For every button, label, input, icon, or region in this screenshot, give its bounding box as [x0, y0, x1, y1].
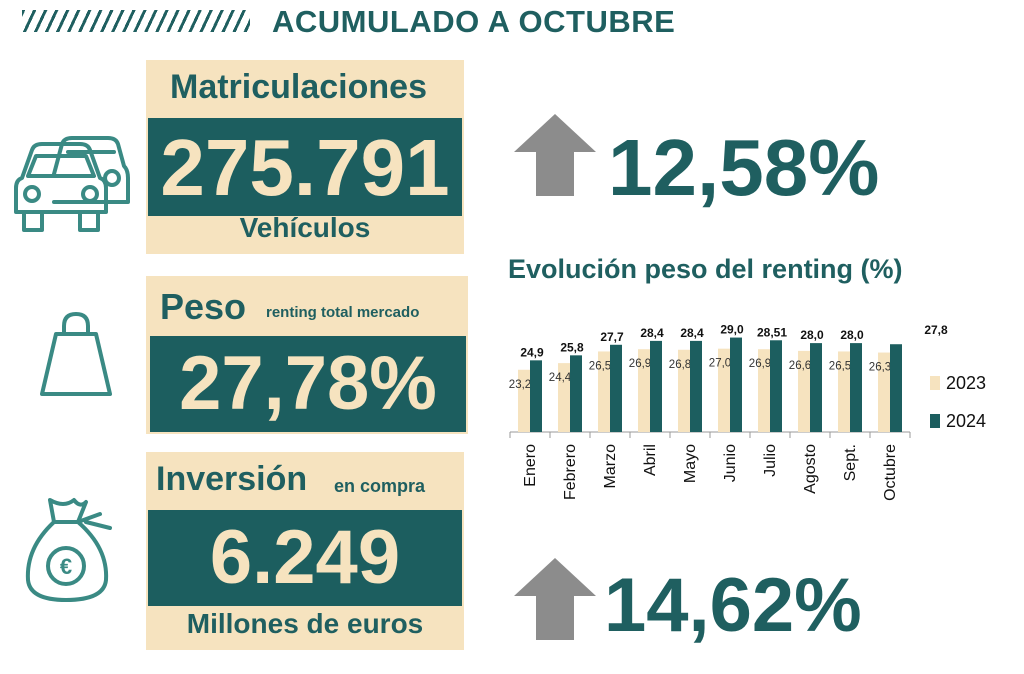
weight-icon — [36, 308, 116, 402]
bar-2024-enero — [530, 360, 542, 432]
renting-bar-chart: 23,2 24,9 Enero 24,4 25,8 Febrero 26,5 27,7 Marz… — [500, 300, 1020, 560]
data-label-2024: 25,8 — [560, 340, 584, 354]
bar-2023-febrero — [558, 363, 570, 432]
legend-swatch-2023 — [930, 376, 940, 390]
data-label-2023: 26,8 — [669, 359, 691, 371]
matriculaciones-value-box — [148, 118, 462, 216]
matriculaciones-unit: Vehículos — [239, 212, 371, 243]
bar-2024-julio — [770, 340, 782, 432]
x-tick-label: Junio — [722, 444, 739, 482]
bar-2024-febrero — [570, 355, 582, 432]
data-label-2023: 26,3 — [869, 362, 891, 374]
bar-2023-enero — [518, 369, 530, 432]
x-tick-label: Agosto — [802, 444, 819, 494]
peso-value-box — [150, 336, 466, 432]
inversion-label: Inversión — [156, 460, 308, 498]
data-label-2023: 26,9 — [629, 358, 651, 370]
bar-2023-agosto — [798, 350, 810, 432]
bar-2024-abril — [650, 340, 662, 432]
bar-2024-octubre — [890, 344, 902, 432]
bar-2024-mayo — [690, 340, 702, 432]
data-label-2024: 28,4 — [680, 326, 704, 340]
bar-2024-junio — [730, 337, 742, 432]
bar-2023-octubre — [878, 352, 890, 432]
header-hatch-decoration — [22, 10, 250, 32]
bar-2023-mayo — [678, 349, 690, 432]
matriculaciones-value: 275.791 — [160, 123, 450, 212]
peso-label: Peso — [160, 286, 247, 327]
data-label-2024: 27,7 — [600, 330, 624, 344]
up-arrow-icon — [512, 556, 598, 642]
x-tick-label: Octubre — [882, 444, 899, 501]
bar-2024-agosto — [810, 343, 822, 432]
bar-2023-marzo — [598, 351, 610, 432]
bar-2024-sept — [850, 343, 862, 432]
car-icon — [10, 132, 132, 244]
data-label-2023: 24,4 — [549, 372, 572, 384]
x-tick-label: Mayo — [682, 444, 699, 483]
svg-text:€: € — [60, 554, 72, 579]
x-tick-label: Enero — [522, 444, 539, 487]
inversion-value: 6.249 — [209, 515, 401, 600]
legend-swatch-2024 — [930, 414, 940, 428]
money-bag-icon: € — [20, 494, 116, 606]
page-title: ACUMULADO A OCTUBRE — [272, 4, 676, 39]
x-tick-label: Sept. — [842, 444, 859, 481]
data-label-2023: 26,6 — [789, 360, 811, 372]
bar-2024-marzo — [610, 344, 622, 432]
data-label-2024: 28,4 — [640, 326, 664, 340]
data-label-2024: 28,0 — [800, 328, 824, 342]
inversion-change: 14,62% — [604, 563, 862, 648]
data-label-2024: 28,51 — [757, 325, 787, 339]
x-tick-label: Febrero — [562, 444, 579, 500]
data-label-2024: 29,0 — [720, 323, 744, 337]
data-label-2023: 27,0 — [709, 358, 731, 370]
data-label-2024: 24,9 — [520, 345, 544, 359]
data-label-2023: 23,2 — [509, 379, 531, 391]
up-arrow-icon — [512, 112, 598, 198]
peso-value: 27,78% — [179, 341, 437, 426]
legend-label-2023: 2023 — [946, 373, 986, 393]
bar-2023-sept — [838, 351, 850, 432]
x-tick-label: Abril — [642, 444, 659, 476]
bar-2023-junio — [718, 348, 730, 432]
matriculaciones-label: Matriculaciones — [170, 68, 427, 106]
bar-2023-julio — [758, 349, 770, 432]
data-label-2023: 26,5 — [589, 360, 611, 372]
inversion-sublabel: en compra — [334, 476, 426, 496]
x-tick-label: Julio — [762, 444, 779, 477]
matriculaciones-change: 12,58% — [608, 123, 880, 212]
x-tick-label: Marzo — [602, 444, 619, 489]
legend-label-2024: 2024 — [946, 411, 986, 431]
data-label-2023: 26,5 — [829, 360, 851, 372]
data-label-2024: 27,8 — [924, 323, 948, 337]
inversion-unit: Millones de euros — [186, 608, 424, 639]
data-label-2024: 28,0 — [840, 328, 864, 342]
inversion-value-box — [148, 510, 462, 606]
chart-title: Evolución peso del renting (%) — [508, 254, 903, 284]
bar-2023-abril — [638, 349, 650, 432]
peso-sublabel: renting total mercado — [266, 304, 420, 321]
data-label-2023: 26,9 — [749, 358, 771, 370]
